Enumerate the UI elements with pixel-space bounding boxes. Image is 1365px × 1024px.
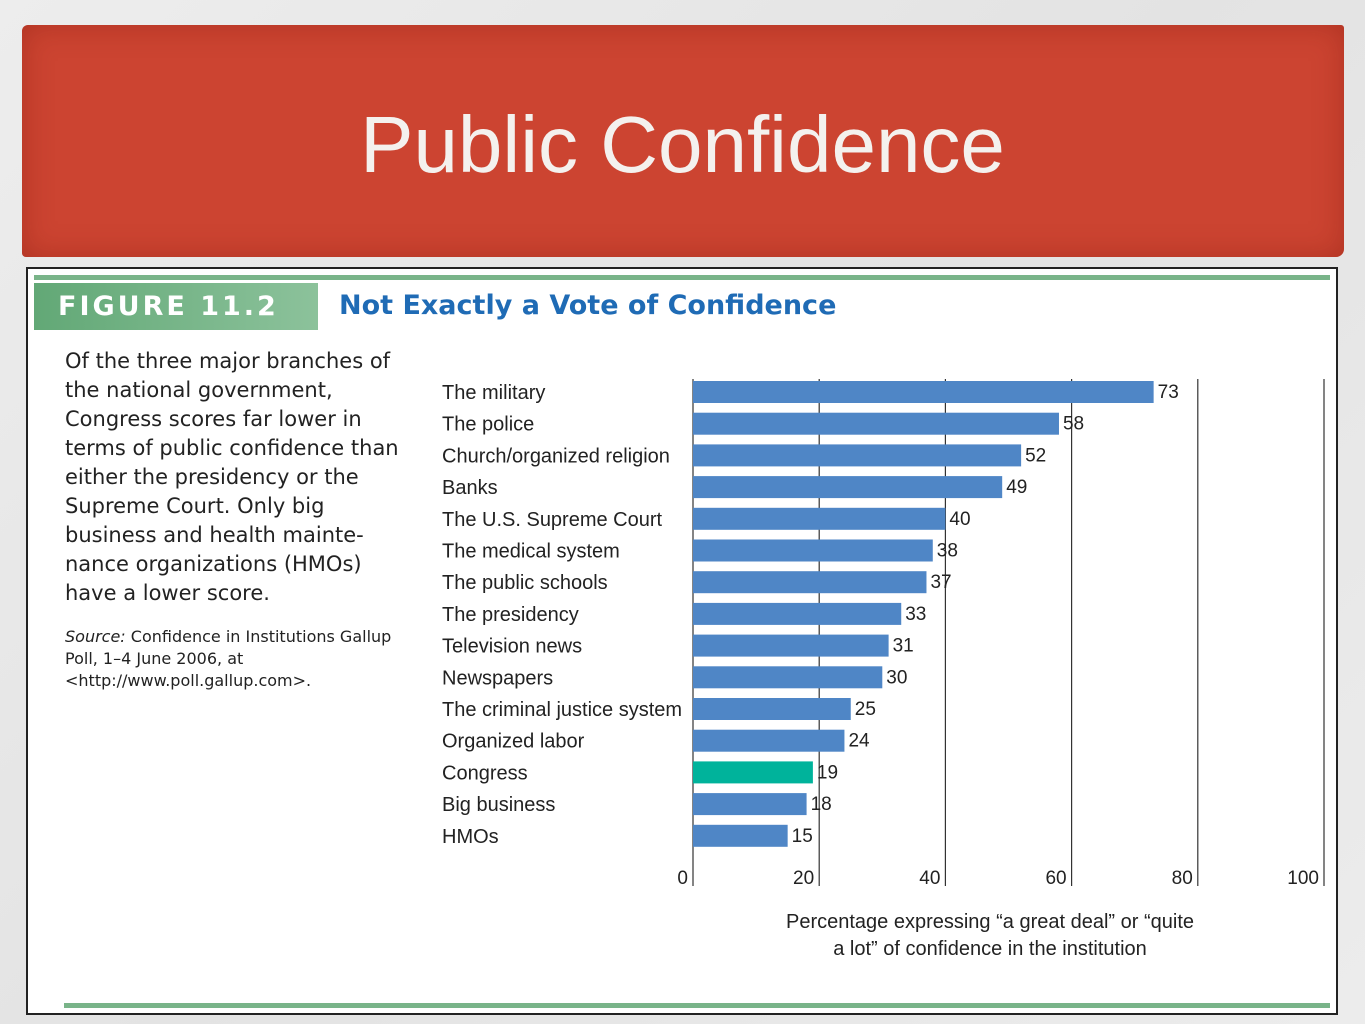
figure-caption: Of the three major branches of the natio… xyxy=(65,349,399,605)
title-banner xyxy=(22,25,1344,257)
category-label: Newspapers xyxy=(442,667,553,689)
bar xyxy=(693,571,927,594)
bar xyxy=(693,444,1022,467)
category-label: The U.S. Supreme Court xyxy=(442,509,663,531)
category-label: Big business xyxy=(442,794,555,816)
bar xyxy=(693,507,946,530)
category-label: The police xyxy=(442,414,534,436)
value-label: 73 xyxy=(1158,382,1179,403)
source-label: Source: xyxy=(65,627,126,646)
value-label: 19 xyxy=(817,762,838,783)
value-label: 49 xyxy=(1006,477,1027,498)
figure-title: Not Exactly a Vote of Confidence xyxy=(339,290,837,321)
x-tick-label: 60 xyxy=(1045,868,1066,889)
category-label: Television news xyxy=(442,636,582,658)
top-rule xyxy=(34,275,1330,280)
figure-tag: FIGURE 11.2 xyxy=(34,283,318,330)
category-label: Congress xyxy=(442,762,528,784)
figure-panel: FIGURE 11.2 Not Exactly a Vote of Confid… xyxy=(26,267,1338,1015)
source-text: Confidence in Institutions Gallup Poll, … xyxy=(65,627,392,690)
bar-chart: 0 20 40 60 80 100 The military 73 The police 58 Ch… xyxy=(442,379,1325,889)
category-label: The presidency xyxy=(442,604,579,626)
category-label: The public schools xyxy=(442,572,608,594)
value-label: 58 xyxy=(1063,414,1084,435)
value-label: 52 xyxy=(1025,445,1046,466)
bottom-rule xyxy=(64,1003,1330,1008)
value-label: 18 xyxy=(811,794,832,815)
category-label: Church/organized religion xyxy=(442,445,670,467)
category-label: The medical system xyxy=(442,541,620,563)
value-label: 33 xyxy=(905,604,926,625)
category-label: The criminal justice system xyxy=(442,699,682,721)
slide-title: Public Confidence xyxy=(360,100,1005,189)
category-label: HMOs xyxy=(442,826,499,848)
bar xyxy=(693,698,851,720)
figure-source: Source: Confidence in Institutions Gallu… xyxy=(65,626,410,692)
category-label: Banks xyxy=(442,477,498,499)
x-tick-label: 100 xyxy=(1287,868,1319,889)
bar xyxy=(693,412,1059,435)
bar xyxy=(693,666,883,689)
category-label: Organized labor xyxy=(442,731,585,753)
x-tick-label: 20 xyxy=(793,868,814,889)
bar xyxy=(693,824,788,847)
value-label: 24 xyxy=(848,731,870,752)
category-label: The military xyxy=(442,382,545,404)
value-label: 30 xyxy=(886,667,907,688)
bar xyxy=(693,761,813,784)
bar xyxy=(693,793,807,816)
bar xyxy=(693,729,845,752)
value-label: 37 xyxy=(930,572,951,593)
x-axis-title: Percentage expressing “a great deal” or … xyxy=(785,911,1194,960)
x-tick-label: 80 xyxy=(1172,868,1193,889)
x-tick-label: 0 xyxy=(677,868,688,889)
bar xyxy=(693,602,902,625)
value-label: 31 xyxy=(893,636,914,657)
bar xyxy=(693,381,1154,403)
value-label: 15 xyxy=(792,826,813,847)
bar xyxy=(693,476,1003,499)
value-label: 40 xyxy=(949,509,970,530)
bar xyxy=(693,539,933,562)
x-tick-label: 40 xyxy=(919,868,940,889)
bar xyxy=(693,634,889,657)
value-label: 25 xyxy=(855,699,876,720)
value-label: 38 xyxy=(937,541,958,562)
